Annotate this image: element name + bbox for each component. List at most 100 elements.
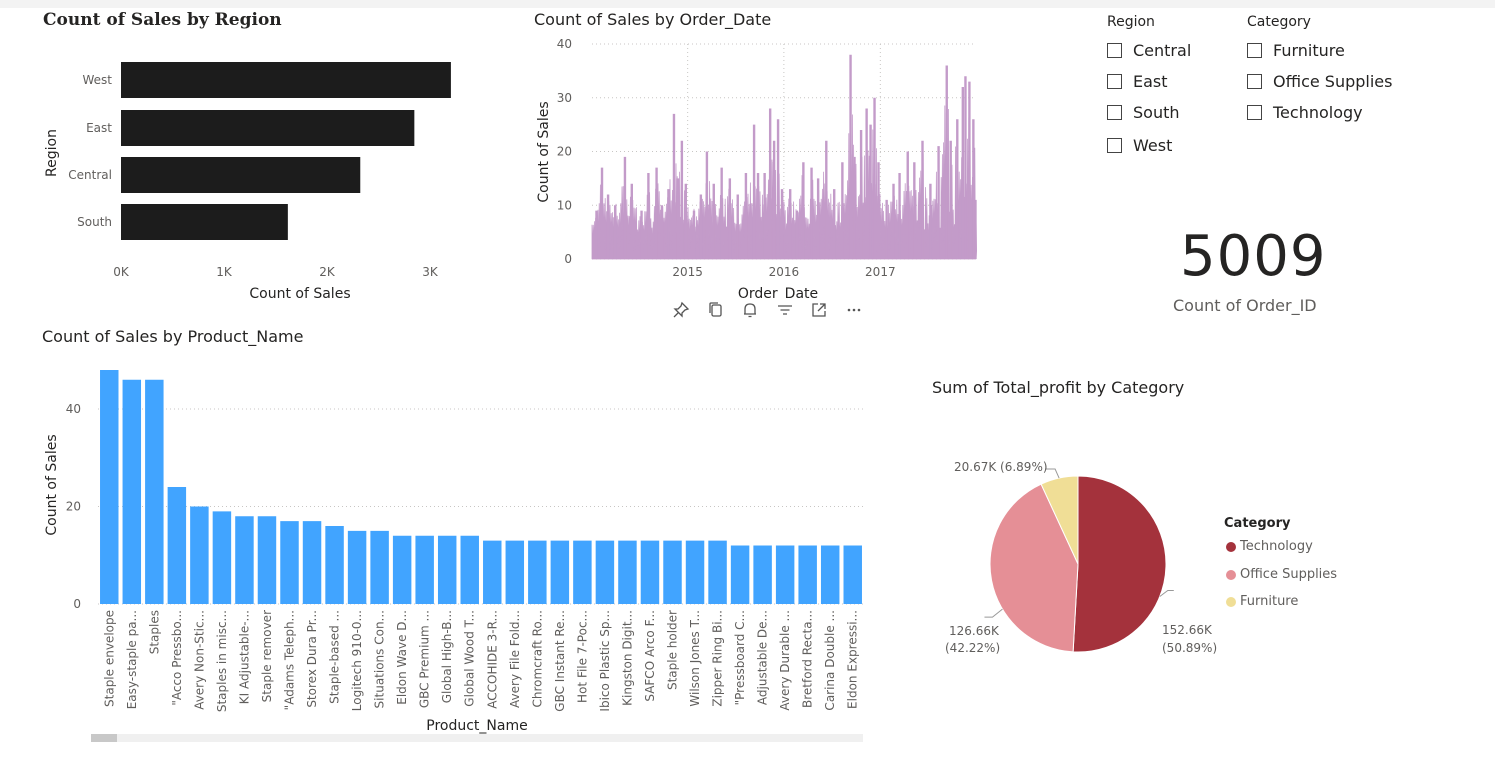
peak-spike bbox=[655, 167, 658, 259]
product-chart-title: Count of Sales by Product_Name bbox=[42, 327, 304, 346]
legend-item-furniture[interactable]: Furniture bbox=[1226, 594, 1298, 609]
bar[interactable] bbox=[550, 540, 570, 604]
legend-item-technology[interactable]: Technology bbox=[1226, 539, 1313, 554]
bar[interactable] bbox=[573, 540, 592, 604]
bar[interactable] bbox=[460, 535, 479, 604]
bar[interactable] bbox=[505, 540, 525, 604]
bar[interactable] bbox=[640, 540, 660, 604]
date-chart-svg[interactable]: 0 10 20 30 40 2015 2016 2017 Count of Sales Order… bbox=[520, 30, 990, 298]
bar[interactable] bbox=[820, 545, 840, 605]
region-slicer-title: Region bbox=[1107, 14, 1155, 30]
legend-dot bbox=[1226, 541, 1236, 552]
pin-icon[interactable] bbox=[671, 300, 691, 320]
scrollbar-thumb[interactable] bbox=[91, 734, 117, 742]
bar[interactable] bbox=[325, 526, 344, 604]
bar[interactable] bbox=[121, 110, 415, 146]
bar[interactable] bbox=[100, 370, 119, 604]
category-option-office-supplies[interactable]: Office Supplies bbox=[1247, 72, 1392, 91]
horizontal-scrollbar[interactable] bbox=[91, 734, 863, 742]
bar[interactable] bbox=[235, 516, 254, 604]
bar[interactable] bbox=[212, 511, 232, 604]
peak-spike bbox=[684, 183, 688, 259]
peak-spike bbox=[705, 151, 709, 259]
region-chart-title: Count of Sales by Region bbox=[43, 10, 282, 30]
peak-spike bbox=[728, 178, 732, 259]
peak-spike bbox=[736, 194, 739, 259]
peak-spike bbox=[606, 194, 610, 259]
peak-spike bbox=[699, 194, 703, 259]
category-slicer-title: Category bbox=[1247, 14, 1311, 30]
bar[interactable] bbox=[302, 521, 322, 604]
checkbox[interactable] bbox=[1247, 43, 1262, 58]
bar[interactable] bbox=[257, 516, 277, 604]
category-option-furniture[interactable]: Furniture bbox=[1247, 41, 1345, 60]
bar[interactable] bbox=[483, 540, 502, 604]
bar[interactable] bbox=[415, 535, 434, 604]
bar[interactable] bbox=[753, 545, 772, 605]
bar[interactable] bbox=[167, 487, 187, 604]
bar[interactable] bbox=[280, 521, 299, 604]
category-label: Easy-staple pa... bbox=[125, 610, 139, 709]
region-option-west[interactable]: West bbox=[1107, 136, 1172, 155]
bar[interactable] bbox=[730, 545, 750, 605]
bar[interactable] bbox=[190, 506, 209, 605]
checkbox[interactable] bbox=[1107, 138, 1122, 153]
bar[interactable] bbox=[595, 540, 615, 604]
pie-slice[interactable] bbox=[1040, 475, 1079, 565]
category-label: "Adams Teleph... bbox=[283, 610, 297, 710]
checkbox[interactable] bbox=[1107, 74, 1122, 89]
peak-spike bbox=[772, 140, 776, 259]
focus-mode-icon[interactable] bbox=[809, 300, 829, 320]
bar[interactable] bbox=[347, 530, 367, 604]
peak-spike bbox=[833, 189, 836, 259]
bell-icon[interactable] bbox=[740, 300, 760, 320]
bar[interactable] bbox=[618, 540, 637, 604]
product-chart-svg[interactable]: 0 20 40 Staple envelope Easy-staple pa... Sta… bbox=[30, 355, 880, 740]
checkbox[interactable] bbox=[1107, 105, 1122, 120]
bar[interactable] bbox=[528, 540, 547, 604]
legend-item-office-supplies[interactable]: Office Supplies bbox=[1226, 567, 1337, 582]
bar[interactable] bbox=[708, 540, 727, 604]
bar[interactable] bbox=[775, 545, 795, 605]
bar[interactable] bbox=[843, 545, 862, 605]
bar[interactable] bbox=[145, 379, 164, 604]
bar[interactable] bbox=[370, 530, 389, 604]
region-chart-visual[interactable]: Count of Sales by Region bbox=[30, 8, 470, 308]
peak-spike bbox=[667, 189, 670, 259]
category-label: Hot File 7-Poc... bbox=[575, 610, 589, 703]
bar[interactable] bbox=[437, 535, 457, 604]
checkbox[interactable] bbox=[1247, 105, 1262, 120]
x-tick-label: 2015 bbox=[672, 265, 703, 279]
peak-spike bbox=[937, 146, 940, 259]
pie-chart-svg[interactable]: 152.66K (50.89%) 126.66K (42.22%) 20.67K (6.… bbox=[930, 440, 1230, 690]
peak-spike bbox=[873, 97, 876, 259]
region-option-south[interactable]: South bbox=[1107, 103, 1180, 122]
peak-spike bbox=[913, 162, 916, 259]
bar[interactable] bbox=[685, 540, 705, 604]
checkbox[interactable] bbox=[1247, 74, 1262, 89]
bar[interactable] bbox=[798, 545, 817, 605]
peak-spike bbox=[640, 210, 643, 259]
peak-spike bbox=[885, 199, 888, 259]
peak-spike bbox=[595, 210, 598, 259]
filter-icon[interactable] bbox=[775, 300, 795, 320]
bar[interactable] bbox=[121, 157, 361, 193]
peak-spike bbox=[613, 205, 617, 259]
region-option-central[interactable]: Central bbox=[1107, 41, 1191, 60]
pie-slice[interactable] bbox=[1072, 475, 1167, 653]
bar[interactable] bbox=[121, 204, 288, 240]
region-option-east[interactable]: East bbox=[1107, 72, 1168, 91]
pie-slice[interactable] bbox=[989, 483, 1079, 653]
category-label: East bbox=[86, 121, 112, 135]
bar[interactable] bbox=[663, 540, 682, 604]
category-option-technology[interactable]: Technology bbox=[1247, 103, 1363, 122]
bar[interactable] bbox=[121, 62, 451, 98]
copy-icon[interactable] bbox=[706, 300, 726, 320]
bar[interactable] bbox=[122, 379, 142, 604]
y-axis-label: Region bbox=[44, 129, 60, 177]
category-label: Global High-B... bbox=[440, 610, 454, 703]
bar[interactable] bbox=[392, 535, 412, 604]
more-options-icon[interactable] bbox=[844, 300, 864, 320]
checkbox[interactable] bbox=[1107, 43, 1122, 58]
peak-spike bbox=[763, 173, 766, 259]
